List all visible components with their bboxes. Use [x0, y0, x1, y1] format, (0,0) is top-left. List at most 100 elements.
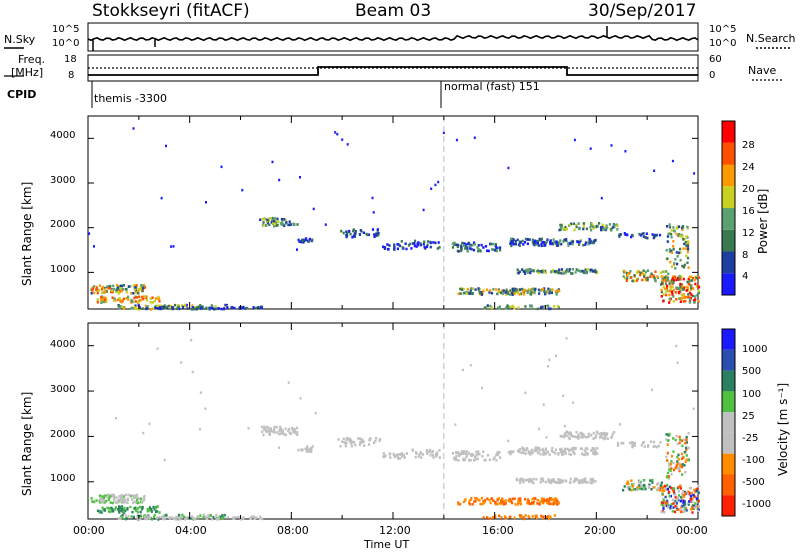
- power-cell: [512, 238, 515, 241]
- velocity-cell: [660, 510, 663, 514]
- nsearch-tick-low: 10^0: [709, 38, 737, 49]
- power-cell: [690, 279, 694, 282]
- velocity-scatter-cells: [90, 337, 700, 521]
- power-cell: [419, 243, 422, 247]
- velocity-cell: [687, 458, 690, 461]
- velocity-cell: [343, 440, 346, 444]
- power-cell: [281, 220, 284, 224]
- power-cell: [311, 238, 314, 242]
- velocity-cell: [671, 498, 674, 502]
- power-cell: [276, 217, 279, 221]
- power-cell: [554, 240, 557, 244]
- power-cell: [671, 281, 674, 284]
- power-cell: [629, 270, 632, 273]
- velocity-cell: [186, 516, 189, 519]
- velocity-cell: [633, 441, 636, 445]
- velocity-cell: [350, 444, 353, 448]
- power-cell: [686, 261, 689, 265]
- velocity-cell: [548, 517, 551, 521]
- velocity-cell: [503, 500, 506, 503]
- velocity-cell: [659, 489, 662, 492]
- power-cell: [134, 300, 137, 303]
- velocity-cell: [562, 452, 565, 456]
- power-cell: [531, 307, 534, 311]
- velocity-cell: [276, 431, 279, 434]
- velocity-cell: [681, 463, 684, 466]
- velocity-cell: [142, 431, 145, 435]
- power-cell: [577, 222, 580, 225]
- power-cell: [404, 242, 407, 245]
- velocity-cell: [526, 498, 530, 501]
- power-cell: [544, 269, 547, 273]
- power-cell: [204, 307, 207, 310]
- power-cell: [638, 232, 641, 236]
- power-cell: [266, 221, 269, 225]
- power-cell: [259, 306, 262, 309]
- power-cell: [210, 306, 213, 310]
- velocity-cell: [695, 487, 698, 491]
- velocity-cell: [591, 477, 595, 481]
- power-cell: [698, 276, 701, 279]
- velocity-cell: [292, 430, 295, 434]
- velocity-cell: [666, 451, 669, 455]
- power-cell: [120, 289, 123, 293]
- velocity-cell: [576, 436, 579, 439]
- power-cbar-tick-8: 8: [742, 250, 749, 261]
- velocity-cell: [583, 449, 586, 453]
- power-cell: [201, 306, 204, 309]
- power-cell: [517, 288, 520, 291]
- velocity-cell: [130, 515, 133, 518]
- velocity-cell: [108, 496, 111, 499]
- velocity-cell: [139, 510, 142, 514]
- power-cell: [536, 240, 539, 243]
- xtick-2000: 20:00: [584, 524, 616, 537]
- velocity-cell: [106, 506, 109, 510]
- power-cell: [469, 289, 472, 292]
- velocity-cell: [143, 494, 146, 498]
- velocity-cell: [260, 425, 264, 429]
- velocity-cell: [687, 431, 690, 435]
- power-colorbar-segment: [722, 121, 735, 143]
- power-cell: [400, 240, 403, 243]
- velocity-cell: [536, 502, 539, 505]
- velocity-cell: [295, 426, 299, 430]
- velocity-cell: [672, 506, 675, 509]
- velocity-cell: [156, 347, 159, 350]
- velocity-cell: [553, 502, 556, 505]
- velocity-cell: [644, 487, 647, 491]
- velocity-cell: [522, 451, 525, 454]
- power-cell: [423, 240, 426, 244]
- xtick-0000: 00:00: [73, 524, 105, 537]
- power-cell: [582, 243, 585, 247]
- velocity-cell: [146, 509, 149, 513]
- velocity-cell: [170, 516, 173, 519]
- velocity-cell: [564, 431, 567, 435]
- power-cell: [693, 301, 696, 304]
- power-scatter-cells: [88, 127, 701, 311]
- velocity-cell: [672, 490, 675, 494]
- power-cell: [422, 208, 425, 212]
- power-cell: [642, 269, 645, 272]
- power-cell: [548, 291, 551, 295]
- velocity-cell: [438, 456, 441, 459]
- velocity-cell: [679, 463, 682, 467]
- velocity-cell: [681, 444, 684, 448]
- power-cell: [512, 289, 515, 292]
- velocity-cell: [484, 499, 487, 502]
- velocity-cell: [278, 429, 281, 432]
- power-cell: [468, 244, 471, 248]
- velocity-cell: [396, 454, 399, 458]
- velocity-cell: [559, 480, 562, 483]
- velocity-cell: [681, 492, 684, 496]
- power-cell: [577, 269, 580, 272]
- velocity-cell: [696, 510, 699, 513]
- velocity-cell: [685, 438, 688, 441]
- power-cell: [560, 242, 563, 246]
- velocity-cell: [426, 452, 429, 455]
- power-cell: [653, 276, 656, 280]
- power-cell: [690, 286, 693, 290]
- velocity-cell: [118, 511, 121, 514]
- velocity-cbar-tick-1000: 1000: [742, 344, 768, 355]
- cpid-themis: themis -3300: [94, 92, 168, 105]
- velocity-cell: [484, 459, 487, 462]
